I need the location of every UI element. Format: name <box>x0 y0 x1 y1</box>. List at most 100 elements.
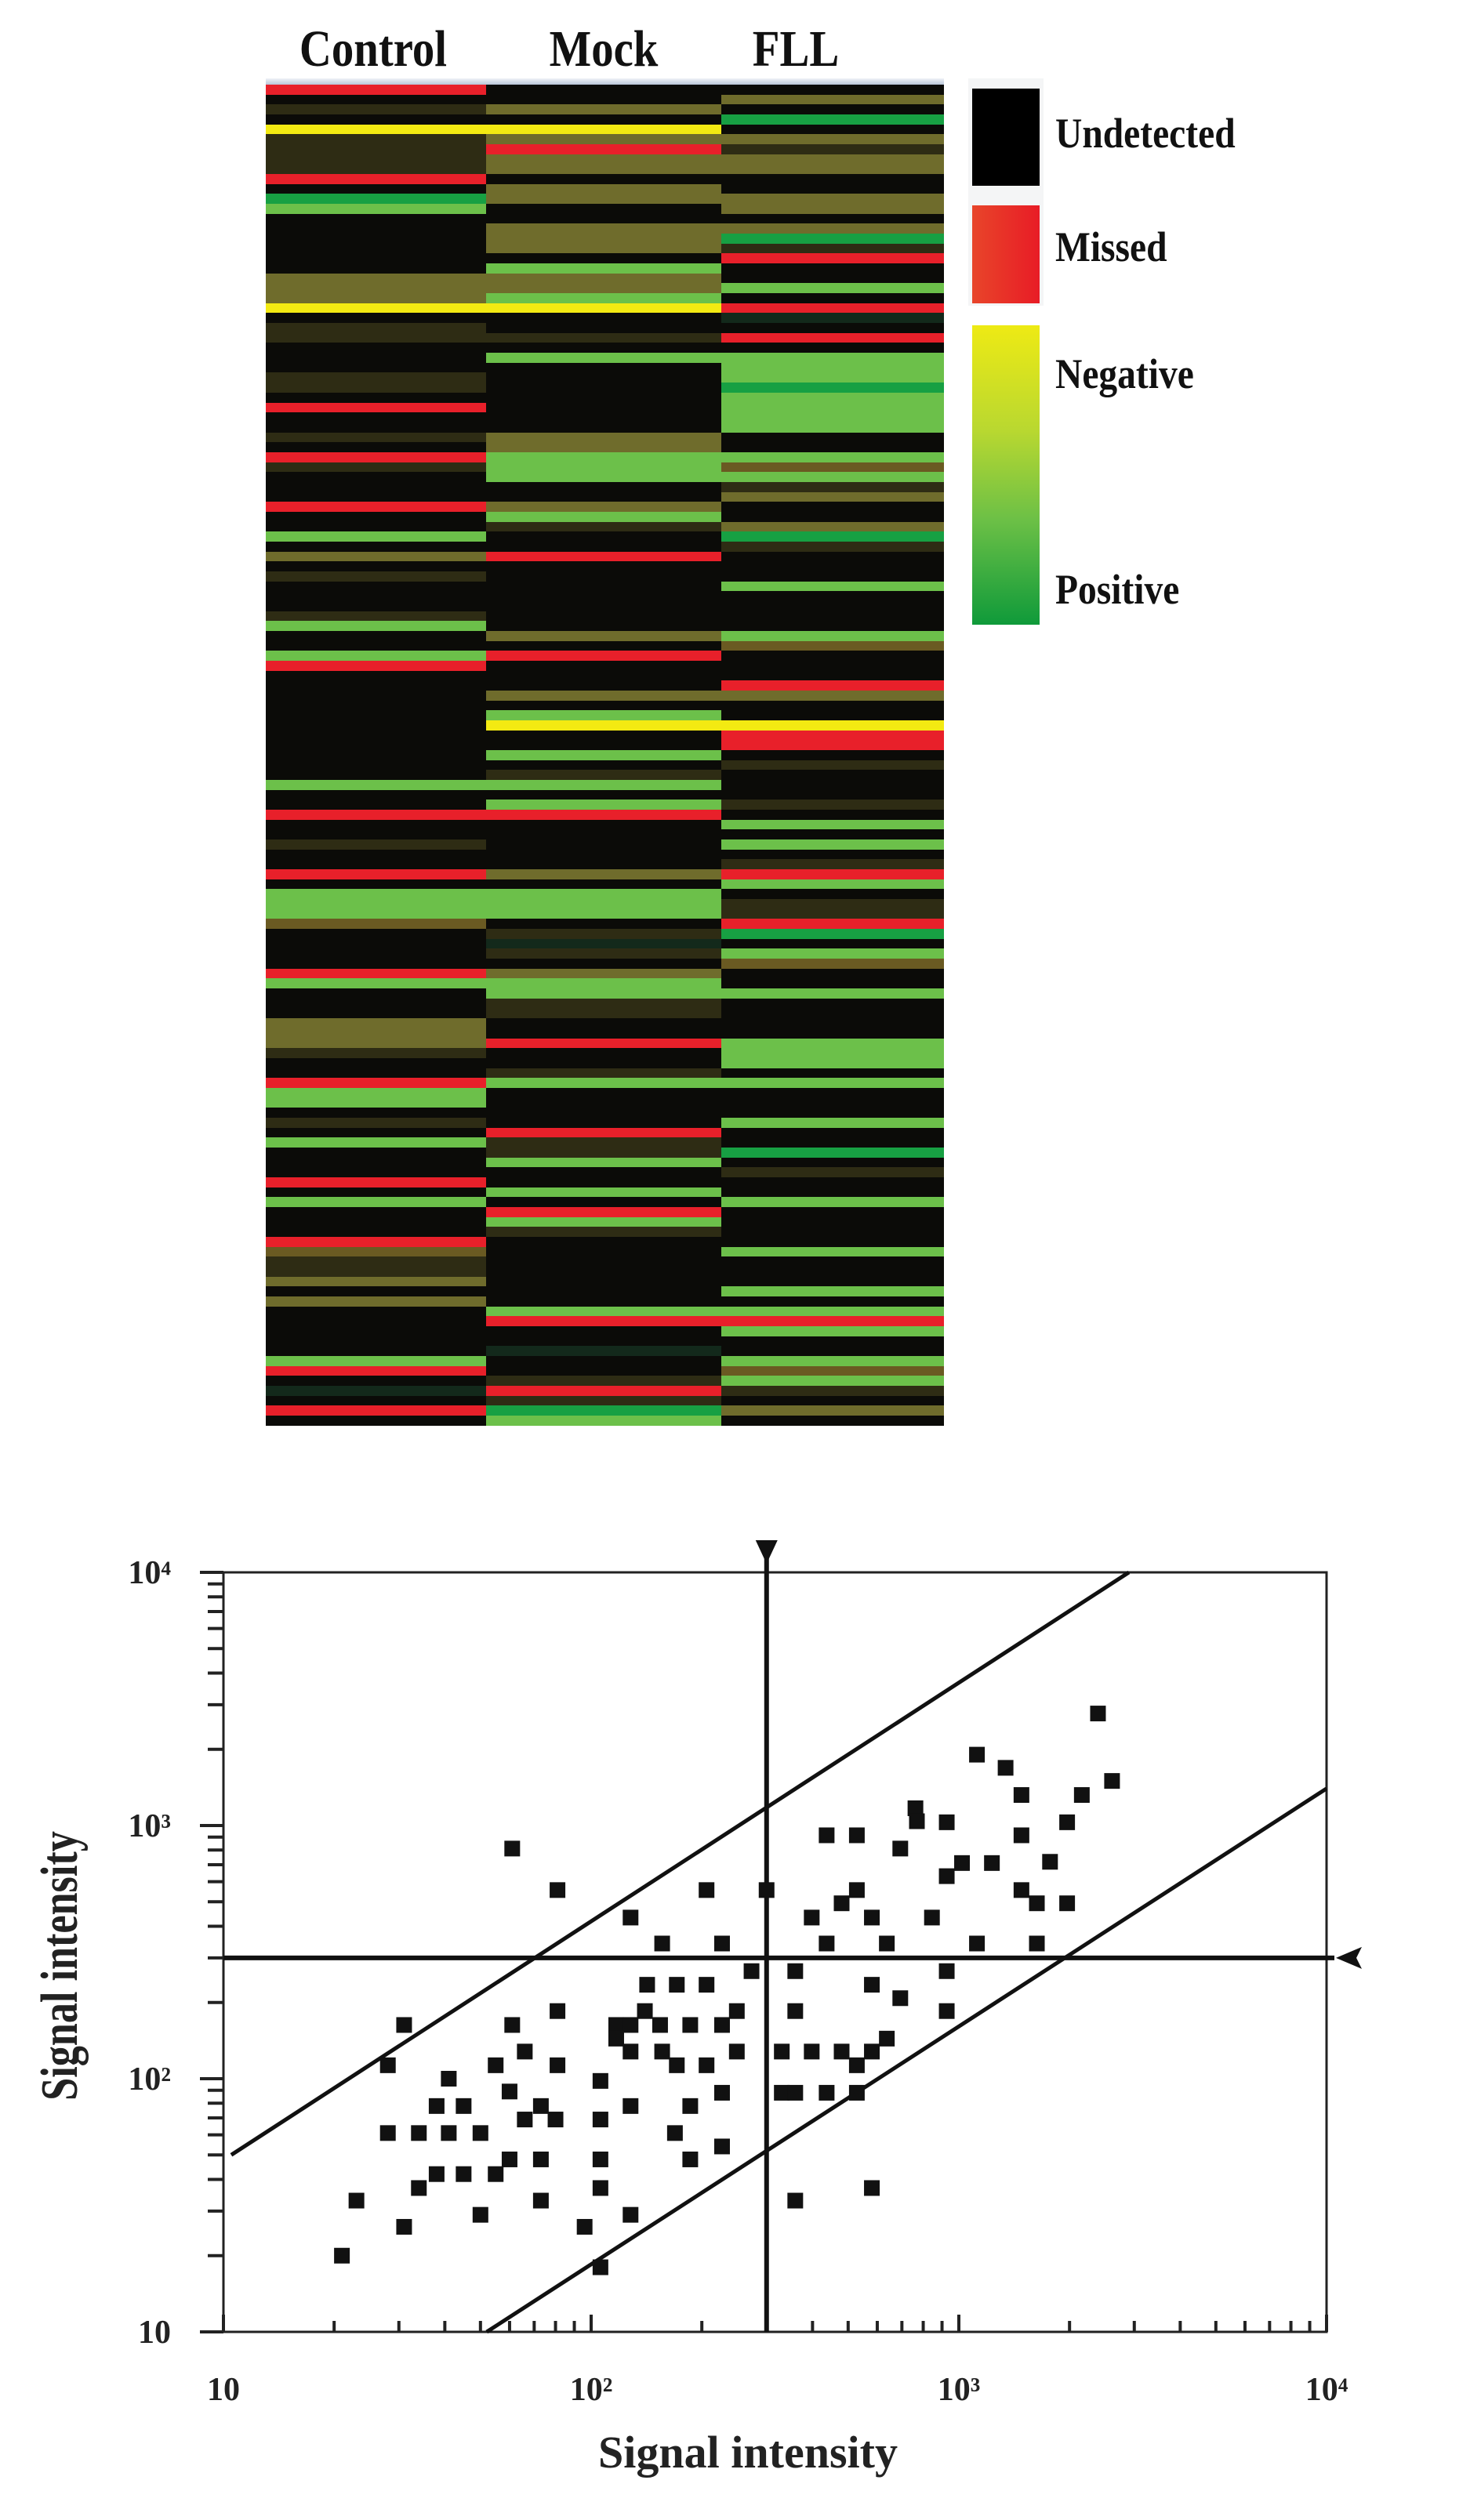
heatmap-cell <box>266 323 486 333</box>
legend-label-positive: Positive <box>1055 566 1180 613</box>
x-tick-label: 10³ <box>938 2372 981 2408</box>
heatmap-cell <box>486 869 721 879</box>
heatmap-cell <box>266 511 486 522</box>
heatmap-cell <box>721 640 944 651</box>
heatmap-cell <box>266 303 486 314</box>
heatmap-cell <box>486 372 721 383</box>
data-point <box>1090 1706 1106 1722</box>
heatmap-cell <box>266 1028 486 1039</box>
heatmap-cell <box>266 720 486 731</box>
heatmap-cell <box>266 144 486 154</box>
data-point <box>713 2084 730 2101</box>
heatmap-cell <box>486 383 721 393</box>
heatmap-cell <box>721 343 944 354</box>
heatmap-cell <box>486 362 721 373</box>
heatmap-cell <box>266 1296 486 1307</box>
heatmap-cell <box>266 899 486 909</box>
data-point <box>819 1935 835 1952</box>
heatmap-cell <box>266 1286 486 1296</box>
heatmap-cell <box>266 1087 486 1098</box>
heatmap-cell <box>486 800 721 810</box>
heatmap-cell <box>266 174 486 184</box>
heatmap-cell <box>486 1157 721 1168</box>
heatmap-cell <box>486 938 721 949</box>
heatmap-cell <box>486 1336 721 1347</box>
heatmap-cell <box>486 1057 721 1068</box>
plot-frame <box>222 1571 1328 2333</box>
heatmap-cell <box>486 591 721 601</box>
heatmap-cell <box>486 879 721 890</box>
heatmap-cell <box>266 600 486 611</box>
heatmap-cell <box>266 412 486 422</box>
data-point <box>787 2084 804 2101</box>
heatmap-cell <box>721 1256 944 1267</box>
heatmap-column-mock <box>486 85 721 1426</box>
heatmap-cell <box>721 1117 944 1128</box>
heatmap-cell <box>486 819 721 830</box>
heatmap-cell <box>486 1167 721 1177</box>
heatmap-cell <box>266 1266 486 1277</box>
heatmap-cell <box>266 1336 486 1347</box>
heatmap-cell <box>266 988 486 999</box>
heatmap-cell <box>266 164 486 175</box>
data-point <box>501 2083 517 2100</box>
heatmap-cell <box>486 611 721 622</box>
heatmap-cell <box>721 114 944 125</box>
heatmap-cell <box>486 1365 721 1376</box>
heatmap-cell <box>486 343 721 354</box>
heatmap-cell <box>721 383 944 393</box>
heatmap-cell <box>266 611 486 622</box>
heatmap-cell <box>721 978 944 989</box>
heatmap-cell <box>721 502 944 512</box>
data-point <box>1013 1787 1029 1804</box>
heatmap-cell <box>721 899 944 909</box>
heatmap-cell <box>721 730 944 741</box>
heatmap-cell <box>266 1246 486 1257</box>
heatmap-cell <box>721 621 944 631</box>
heatmap-cell <box>721 223 944 234</box>
data-point <box>576 2218 593 2235</box>
heatmap-cell <box>721 1365 944 1376</box>
heatmap-cell <box>266 402 486 413</box>
heatmap-cell <box>486 978 721 989</box>
heatmap-cell <box>486 1346 721 1356</box>
heatmap-cell <box>486 502 721 512</box>
heatmap-cell <box>486 1395 721 1406</box>
data-point <box>550 2003 566 2019</box>
data-point <box>699 1882 715 1898</box>
heatmap-cell <box>486 1306 721 1317</box>
heatmap-cell <box>721 372 944 383</box>
data-point <box>550 2057 566 2073</box>
data-point <box>682 2151 699 2167</box>
heatmap-cell <box>721 472 944 482</box>
heatmap-cell <box>721 1416 944 1426</box>
heatmap-cell <box>486 1416 721 1426</box>
heatmap-cell <box>721 859 944 870</box>
heatmap-cell <box>266 1405 486 1416</box>
heatmap-cell <box>721 1057 944 1068</box>
heatmap-cell <box>486 85 721 95</box>
heatmap-header-fll: FLL <box>752 20 840 78</box>
heatmap-cell <box>266 1376 486 1387</box>
heatmap-cell <box>486 144 721 154</box>
heatmap-cell <box>721 819 944 830</box>
heatmap-column-fll <box>721 85 944 1426</box>
heatmap-cell <box>486 1405 721 1416</box>
heatmap-cell <box>721 839 944 850</box>
heatmap-cell <box>721 1286 944 1296</box>
heatmap-cell <box>266 1416 486 1426</box>
heatmap-cell <box>721 700 944 711</box>
heatmap-cell <box>721 919 944 930</box>
heatmap-cell <box>266 700 486 711</box>
heatmap-cell <box>486 829 721 840</box>
heatmap-cell <box>721 1227 944 1237</box>
heatmap-cell <box>721 959 944 969</box>
arrow-down-icon <box>755 1540 778 1564</box>
heatmap-cell <box>266 243 486 254</box>
data-point <box>833 1895 850 1912</box>
heatmap-cell <box>266 194 486 205</box>
heatmap-cell <box>266 879 486 890</box>
heatmap-cell <box>266 383 486 393</box>
